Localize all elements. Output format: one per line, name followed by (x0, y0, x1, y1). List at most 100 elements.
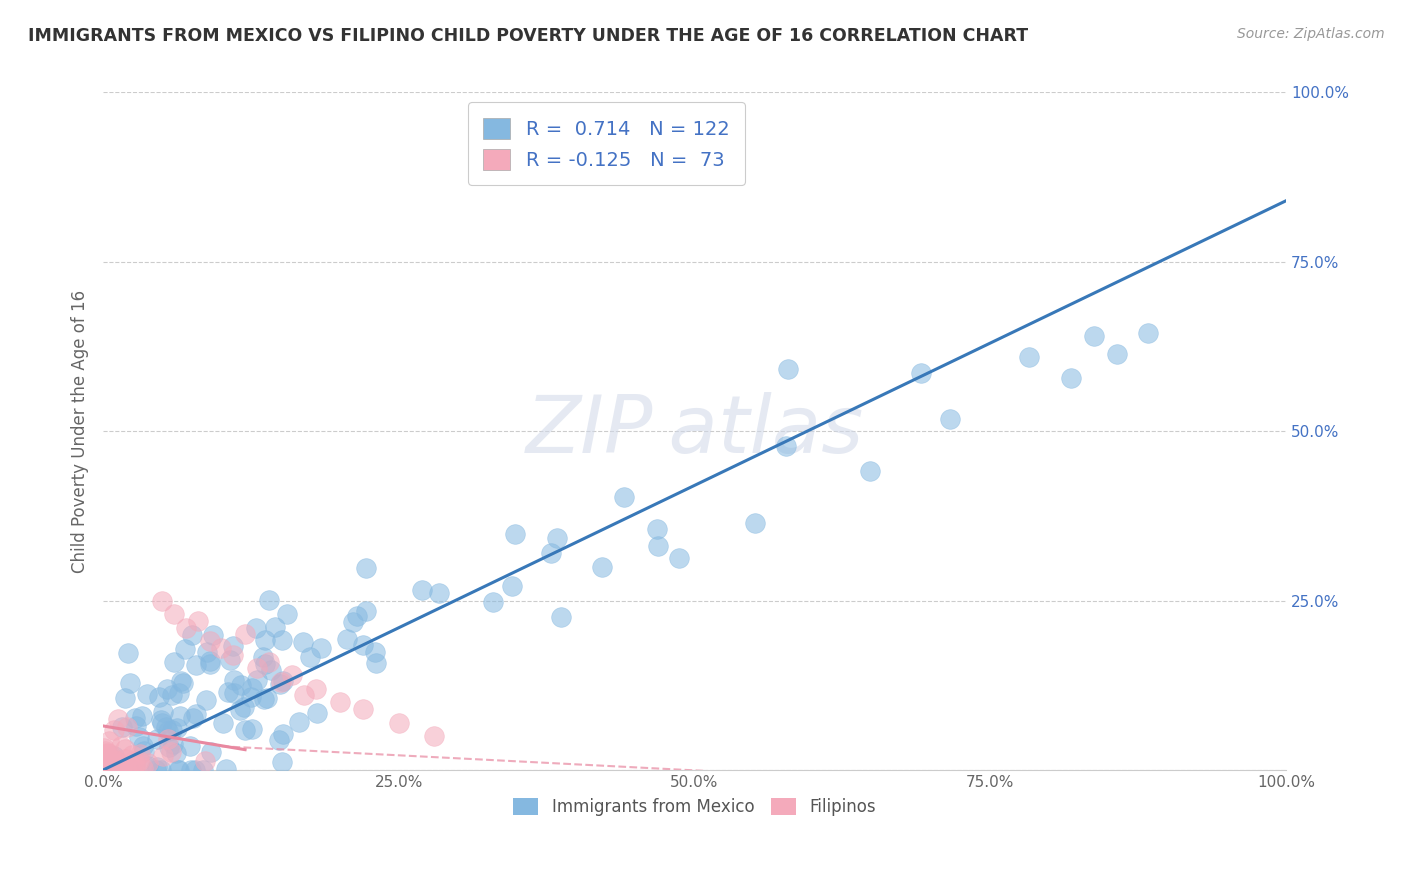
Point (169, 709, 191, 723)
Point (96, 746, 118, 760)
Point (209, 640, 232, 655)
Point (169, 763, 191, 777)
Point (939, 411, 962, 425)
Point (129, 747, 152, 761)
Point (132, 744, 155, 758)
Point (96, 747, 118, 762)
Point (200, 657, 222, 671)
Point (253, 657, 276, 672)
Point (211, 715, 233, 730)
Point (260, 664, 283, 678)
Point (121, 748, 143, 763)
Point (149, 763, 172, 777)
Point (94, 748, 117, 763)
Point (103, 749, 125, 764)
Point (114, 691, 136, 706)
Point (117, 646, 139, 660)
Point (121, 763, 143, 777)
Point (222, 648, 245, 662)
Point (103, 754, 125, 768)
Point (276, 607, 298, 622)
Point (184, 706, 207, 721)
Point (114, 752, 136, 766)
Point (292, 689, 315, 703)
Point (229, 703, 252, 717)
Point (194, 754, 217, 768)
Point (96, 759, 118, 773)
Point (257, 655, 280, 669)
Text: ZIP atlas: ZIP atlas (526, 392, 863, 470)
Point (668, 551, 690, 566)
Point (200, 745, 222, 759)
Point (288, 715, 311, 730)
Point (94, 758, 117, 772)
Point (115, 761, 138, 775)
Point (181, 711, 204, 725)
Point (246, 661, 269, 675)
Point (107, 757, 129, 772)
Point (221, 639, 243, 653)
Point (128, 730, 150, 744)
Point (180, 763, 202, 777)
Point (776, 362, 799, 376)
Point (253, 632, 276, 647)
Point (93, 749, 115, 764)
Point (124, 711, 146, 725)
Point (111, 720, 134, 734)
Point (96, 762, 118, 776)
Point (186, 657, 208, 672)
Point (94, 761, 117, 775)
Point (299, 650, 322, 665)
Point (427, 586, 450, 600)
Point (309, 641, 332, 656)
Point (1060, 371, 1083, 385)
Point (270, 674, 292, 689)
Point (269, 676, 291, 690)
Point (110, 760, 132, 774)
Point (146, 760, 169, 774)
Point (172, 675, 194, 690)
Point (174, 621, 197, 635)
Point (163, 607, 186, 621)
Point (150, 713, 173, 727)
Point (388, 715, 411, 730)
Point (157, 731, 180, 746)
Point (342, 615, 364, 629)
Point (187, 614, 209, 628)
Point (160, 689, 183, 703)
Point (224, 686, 246, 700)
Point (613, 490, 636, 504)
Point (91, 752, 114, 766)
Point (354, 561, 377, 575)
Point (201, 628, 224, 642)
Point (305, 706, 328, 721)
Point (107, 760, 129, 774)
Point (291, 635, 314, 649)
Point (1018, 350, 1040, 364)
Y-axis label: Child Poverty Under the Age of 16: Child Poverty Under the Age of 16 (72, 290, 89, 573)
Point (219, 653, 242, 667)
Point (111, 761, 134, 775)
Point (110, 763, 132, 777)
Point (167, 685, 190, 699)
Point (256, 691, 278, 706)
Point (191, 763, 214, 777)
Point (352, 638, 374, 652)
Point (346, 608, 368, 623)
Point (232, 700, 254, 714)
Point (775, 439, 797, 453)
Point (1136, 326, 1159, 340)
Point (125, 719, 148, 733)
Point (128, 754, 150, 768)
Point (122, 755, 145, 769)
Point (103, 723, 125, 738)
Point (354, 604, 377, 618)
Point (121, 762, 143, 776)
Point (550, 609, 572, 624)
Point (245, 621, 267, 635)
Point (1105, 347, 1128, 361)
Point (94, 760, 117, 774)
Point (110, 756, 132, 771)
Point (101, 762, 124, 776)
Point (231, 678, 253, 692)
